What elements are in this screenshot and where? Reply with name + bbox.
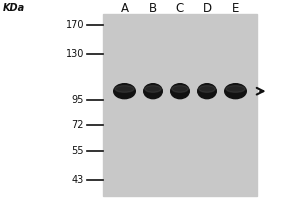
Ellipse shape <box>225 84 246 99</box>
Text: D: D <box>202 2 211 15</box>
Ellipse shape <box>198 84 216 99</box>
Text: 72: 72 <box>71 120 84 130</box>
Text: 55: 55 <box>71 146 84 156</box>
Ellipse shape <box>226 86 245 92</box>
Ellipse shape <box>172 86 188 92</box>
Text: 170: 170 <box>65 20 84 30</box>
Text: KDa: KDa <box>3 3 25 13</box>
Ellipse shape <box>115 86 134 92</box>
Bar <box>103 14 256 196</box>
Ellipse shape <box>145 86 161 92</box>
Ellipse shape <box>199 86 215 92</box>
Ellipse shape <box>144 84 162 99</box>
Text: 43: 43 <box>72 175 84 185</box>
Ellipse shape <box>171 84 189 99</box>
Text: A: A <box>121 2 128 15</box>
Text: B: B <box>149 2 157 15</box>
Text: 130: 130 <box>66 49 84 59</box>
Text: 95: 95 <box>72 95 84 105</box>
Text: E: E <box>232 2 239 15</box>
Text: C: C <box>176 2 184 15</box>
Ellipse shape <box>114 84 135 99</box>
